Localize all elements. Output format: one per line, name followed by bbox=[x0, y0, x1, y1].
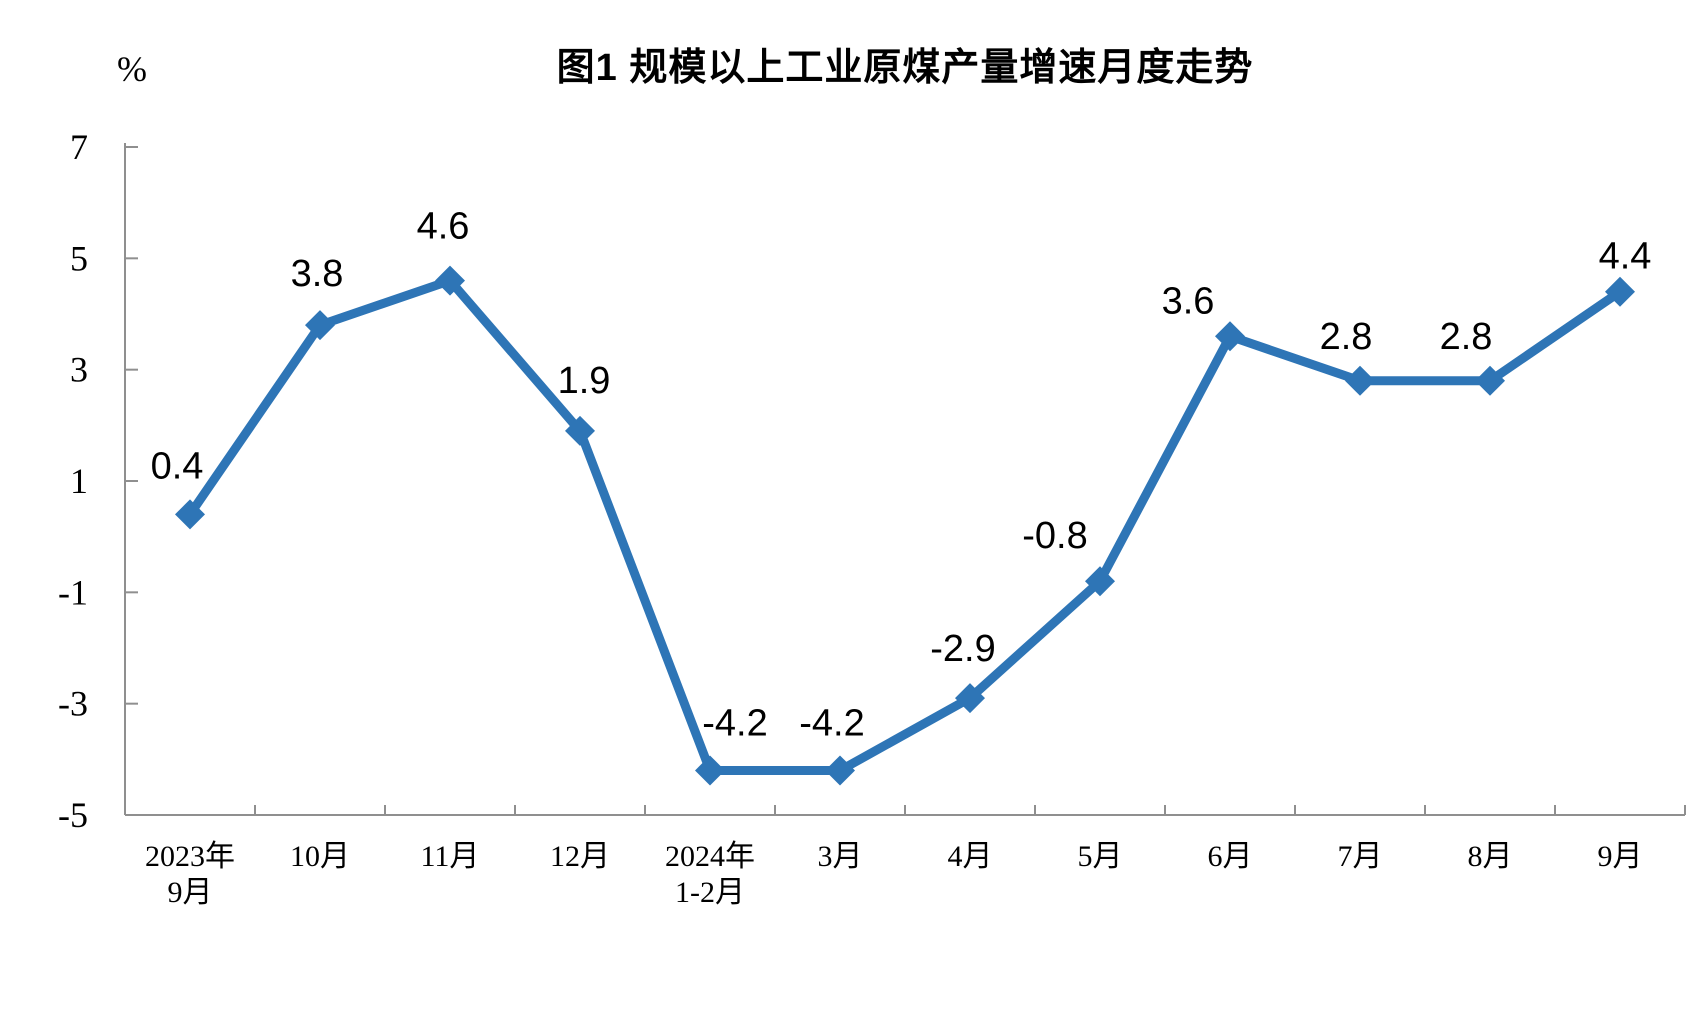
x-tick-label: 2024年 1-2月 bbox=[665, 840, 755, 909]
data-point-marker bbox=[1345, 365, 1375, 396]
data-point-marker bbox=[695, 755, 725, 786]
data-point-label: 2.8 bbox=[1440, 316, 1493, 358]
data-point-label: 3.8 bbox=[291, 253, 344, 295]
y-tick-label: -5 bbox=[58, 795, 88, 835]
data-point-marker bbox=[1215, 321, 1245, 352]
chart-title: 图1 规模以上工业原煤产量增速月度走势 bbox=[556, 47, 1254, 89]
x-tick-label: 4月 bbox=[948, 840, 993, 873]
x-tick-label: 8月 bbox=[1468, 840, 1513, 873]
data-point-marker bbox=[825, 755, 855, 786]
data-point-label: 1.9 bbox=[558, 360, 611, 402]
data-point-marker bbox=[1475, 365, 1505, 396]
y-tick-label: -1 bbox=[58, 572, 88, 612]
x-tick-label: 7月 bbox=[1338, 840, 1383, 873]
data-line bbox=[185, 276, 1625, 775]
x-tick-label: 11月 bbox=[421, 840, 480, 873]
x-tick-label: 3月 bbox=[818, 840, 863, 873]
y-tick-label: 5 bbox=[70, 238, 88, 278]
y-axis-unit-label: % bbox=[117, 49, 147, 89]
data-point-marker bbox=[1085, 566, 1115, 597]
x-tick-label: 5月 bbox=[1078, 840, 1123, 873]
x-tick-label: 12月 bbox=[550, 840, 610, 873]
data-point-marker bbox=[175, 499, 205, 530]
data-point-marker bbox=[1605, 276, 1635, 307]
x-tick-label: 9月 bbox=[1598, 840, 1643, 873]
data-point-marker bbox=[435, 265, 465, 296]
data-point-label: 2.8 bbox=[1320, 316, 1373, 358]
data-point-marker bbox=[955, 683, 985, 714]
data-point-label: 0.4 bbox=[151, 445, 204, 487]
data-point-label: 4.4 bbox=[1599, 236, 1652, 278]
y-tick-label: 1 bbox=[70, 461, 88, 501]
data-point-label: 4.6 bbox=[417, 206, 470, 248]
x-tick-label: 6月 bbox=[1208, 840, 1253, 873]
data-point-label: -0.8 bbox=[1022, 515, 1087, 557]
data-point-label: 3.6 bbox=[1162, 280, 1215, 322]
y-tick-label: 7 bbox=[70, 127, 88, 167]
data-point-label: -2.9 bbox=[930, 628, 995, 670]
x-tick-label: 10月 bbox=[290, 840, 350, 873]
data-point-label: -4.2 bbox=[702, 702, 767, 744]
y-tick-label: -3 bbox=[58, 684, 88, 724]
x-tick-label: 2023年 9月 bbox=[145, 840, 235, 909]
data-point-marker bbox=[305, 310, 335, 341]
data-point-label: -4.2 bbox=[799, 702, 864, 744]
y-tick-label: 3 bbox=[70, 350, 88, 390]
data-point-marker bbox=[565, 415, 595, 446]
